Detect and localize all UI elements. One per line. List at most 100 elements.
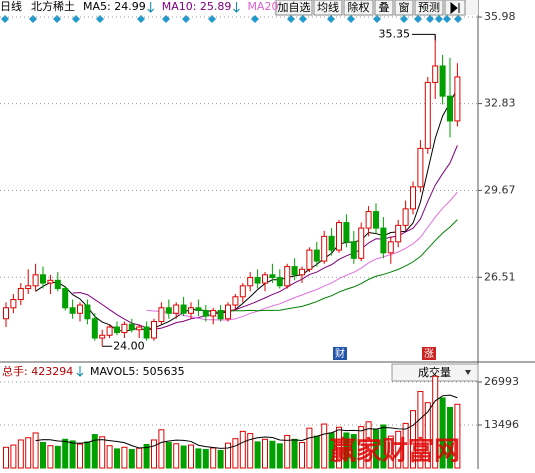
volume-bar [32,432,39,469]
volume-bar [432,375,439,469]
volume-bar [25,437,32,469]
event-badge [333,347,347,360]
volume-bar [3,446,9,469]
candle-body [432,65,439,83]
volume-bar [173,443,180,469]
low-note: 24.00 [113,339,145,352]
y-tick-label: 29.67 [484,183,516,196]
toolbar: 加自选 均线 除权叠窗预测 [274,0,478,16]
event-badge-label: 涨 [424,348,434,360]
volume-bar [165,442,172,469]
candle-body [417,147,424,188]
volume-bar [454,403,461,469]
candle-body [299,268,305,276]
volume-bar [387,435,394,469]
candle-body [91,318,98,339]
volume-bar [395,430,402,469]
toolbar-button[interactable] [374,0,394,16]
volume-bar [99,436,106,469]
volume-bar [202,449,209,469]
volume-bar [54,445,61,469]
volume-total: 总手: 423294 [2,364,73,378]
candle-body [84,304,91,320]
volume-bar [40,442,46,469]
toolbar-label: 预测 [418,1,440,14]
candle-body [358,227,365,259]
dropdown-label: 成交量 [418,365,451,379]
event-marker [1,15,9,23]
toolbar-button[interactable] [414,0,444,16]
candle-body [424,81,431,149]
event-marker [29,15,37,23]
candle-body [47,279,54,284]
volume-bar [210,447,217,469]
ma-line [220,219,458,312]
volume-bar [47,445,54,469]
candle-body [313,249,320,262]
candle-body [62,288,69,309]
stock-name: 北方稀土 [31,0,75,13]
toolbar-button[interactable] [275,0,313,16]
candle-body [217,310,224,320]
y-tick-label: 35.98 [484,10,516,23]
volume-bar [291,438,298,469]
candle-body [454,76,461,122]
volume-bar [284,435,291,469]
candle-body [232,296,239,306]
candle-body [180,304,187,314]
candle-body [262,274,268,284]
candle-body [380,227,387,254]
candle-body [336,222,342,251]
candle-body [54,279,61,290]
candle-body [395,224,402,243]
ma-label: MA5: 24.99 [83,0,146,13]
ma-line [146,191,458,321]
candle-body [239,285,246,298]
volume-bar [254,441,261,469]
candle-body [284,266,291,287]
candle-body [77,304,83,314]
watermark: 赢家财富网 [330,436,460,467]
candle-body [69,307,76,314]
ma-line [35,88,458,332]
ma-label: MA20 [247,0,278,13]
volume-bar [358,426,365,469]
volume-bar [343,432,350,469]
volume-bar [217,449,224,469]
candle-body [225,304,231,320]
toolbar-label: 均线 [317,0,339,14]
candle-body [114,326,120,334]
volume-bar [180,445,187,469]
candle-body [373,211,379,229]
volume-bar [299,442,305,469]
candle-body [291,266,298,276]
volume-bar [373,429,379,469]
candle-body [106,326,113,336]
toolbar-label: 除权 [348,0,370,14]
candle-body [202,310,209,317]
toolbar-button[interactable] [313,0,343,16]
candle-body [195,307,202,312]
candle-body [188,307,194,314]
candle-body [306,249,313,270]
next-button-icon [450,1,460,15]
candle-body [128,323,135,331]
y-tick-label: 32.83 [484,97,516,110]
volume-bar [188,444,194,469]
volume-bar [84,441,91,469]
volume-bar [158,429,165,469]
candle-body [40,274,46,284]
volume-bar [10,444,17,469]
candle-body [343,222,350,243]
candle-body [210,310,217,317]
candle-body [276,277,283,287]
volume-bar [313,435,320,469]
toolbar-button[interactable] [343,0,374,16]
event-marker [72,15,80,23]
volume-bar [143,443,150,469]
candle-body [321,235,328,262]
toolbar-label: 加自选 [278,1,311,14]
volume-bar [225,442,231,469]
